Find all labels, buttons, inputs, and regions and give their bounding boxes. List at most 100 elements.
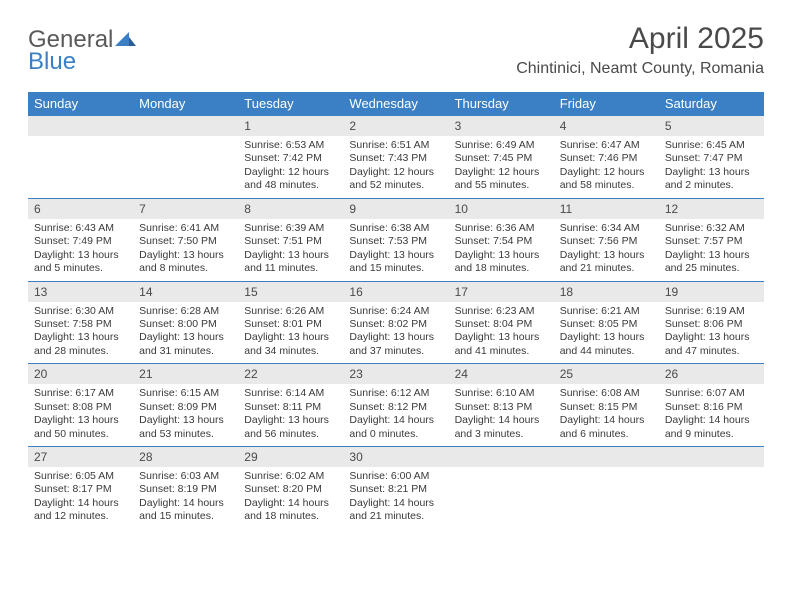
- day-number: 28: [133, 447, 238, 467]
- sunrise-text: Sunrise: 6:19 AM: [665, 305, 758, 318]
- sunrise-text: Sunrise: 6:02 AM: [244, 470, 337, 483]
- calendar-cell: 30Sunrise: 6:00 AMSunset: 8:21 PMDayligh…: [343, 447, 448, 529]
- sunset-text: Sunset: 7:54 PM: [455, 235, 548, 248]
- day-body: Sunrise: 6:15 AMSunset: 8:09 PMDaylight:…: [133, 384, 238, 446]
- day-header: Tuesday: [238, 92, 343, 116]
- day-number: 2: [343, 116, 448, 136]
- day-body: Sunrise: 6:41 AMSunset: 7:50 PMDaylight:…: [133, 219, 238, 281]
- daylight-text: Daylight: 13 hours and 44 minutes.: [560, 331, 653, 358]
- day-number: 8: [238, 199, 343, 219]
- sunset-text: Sunset: 8:13 PM: [455, 401, 548, 414]
- day-number: 3: [449, 116, 554, 136]
- day-number: 10: [449, 199, 554, 219]
- sunrise-text: Sunrise: 6:21 AM: [560, 305, 653, 318]
- day-number: 24: [449, 364, 554, 384]
- sunset-text: Sunset: 8:06 PM: [665, 318, 758, 331]
- calendar-cell: [449, 447, 554, 529]
- day-body: Sunrise: 6:47 AMSunset: 7:46 PMDaylight:…: [554, 136, 659, 198]
- day-body: [449, 467, 554, 523]
- day-number: 11: [554, 199, 659, 219]
- calendar-cell: 6Sunrise: 6:43 AMSunset: 7:49 PMDaylight…: [28, 198, 133, 281]
- day-body: Sunrise: 6:43 AMSunset: 7:49 PMDaylight:…: [28, 219, 133, 281]
- sunset-text: Sunset: 7:42 PM: [244, 152, 337, 165]
- day-number: 19: [659, 282, 764, 302]
- sunset-text: Sunset: 8:04 PM: [455, 318, 548, 331]
- day-body: Sunrise: 6:45 AMSunset: 7:47 PMDaylight:…: [659, 136, 764, 198]
- daylight-text: Daylight: 13 hours and 18 minutes.: [455, 249, 548, 276]
- day-header-row: Sunday Monday Tuesday Wednesday Thursday…: [28, 92, 764, 116]
- sunrise-text: Sunrise: 6:23 AM: [455, 305, 548, 318]
- calendar-week: 27Sunrise: 6:05 AMSunset: 8:17 PMDayligh…: [28, 447, 764, 529]
- sunrise-text: Sunrise: 6:32 AM: [665, 222, 758, 235]
- day-header: Saturday: [659, 92, 764, 116]
- logo-text-blue: Blue: [28, 50, 113, 74]
- sunrise-text: Sunrise: 6:45 AM: [665, 139, 758, 152]
- calendar-cell: 18Sunrise: 6:21 AMSunset: 8:05 PMDayligh…: [554, 281, 659, 364]
- sunset-text: Sunset: 8:12 PM: [349, 401, 442, 414]
- daylight-text: Daylight: 14 hours and 21 minutes.: [349, 497, 442, 524]
- calendar-cell: 27Sunrise: 6:05 AMSunset: 8:17 PMDayligh…: [28, 447, 133, 529]
- calendar-cell: [554, 447, 659, 529]
- daylight-text: Daylight: 13 hours and 37 minutes.: [349, 331, 442, 358]
- calendar-cell: 5Sunrise: 6:45 AMSunset: 7:47 PMDaylight…: [659, 116, 764, 199]
- sunset-text: Sunset: 7:43 PM: [349, 152, 442, 165]
- calendar-cell: 26Sunrise: 6:07 AMSunset: 8:16 PMDayligh…: [659, 364, 764, 447]
- day-number: 1: [238, 116, 343, 136]
- sunrise-text: Sunrise: 6:05 AM: [34, 470, 127, 483]
- calendar-cell: [133, 116, 238, 199]
- sunset-text: Sunset: 8:15 PM: [560, 401, 653, 414]
- calendar-cell: 3Sunrise: 6:49 AMSunset: 7:45 PMDaylight…: [449, 116, 554, 199]
- daylight-text: Daylight: 14 hours and 18 minutes.: [244, 497, 337, 524]
- day-number: 26: [659, 364, 764, 384]
- daylight-text: Daylight: 12 hours and 48 minutes.: [244, 166, 337, 193]
- daylight-text: Daylight: 13 hours and 11 minutes.: [244, 249, 337, 276]
- sunset-text: Sunset: 7:57 PM: [665, 235, 758, 248]
- calendar-cell: 16Sunrise: 6:24 AMSunset: 8:02 PMDayligh…: [343, 281, 448, 364]
- day-number: [554, 447, 659, 467]
- sunrise-text: Sunrise: 6:43 AM: [34, 222, 127, 235]
- daylight-text: Daylight: 13 hours and 47 minutes.: [665, 331, 758, 358]
- calendar-cell: 25Sunrise: 6:08 AMSunset: 8:15 PMDayligh…: [554, 364, 659, 447]
- day-body: Sunrise: 6:03 AMSunset: 8:19 PMDaylight:…: [133, 467, 238, 529]
- sunset-text: Sunset: 7:46 PM: [560, 152, 653, 165]
- calendar-cell: 11Sunrise: 6:34 AMSunset: 7:56 PMDayligh…: [554, 198, 659, 281]
- sunrise-text: Sunrise: 6:14 AM: [244, 387, 337, 400]
- sunrise-text: Sunrise: 6:38 AM: [349, 222, 442, 235]
- sunset-text: Sunset: 8:19 PM: [139, 483, 232, 496]
- daylight-text: Daylight: 12 hours and 52 minutes.: [349, 166, 442, 193]
- sunrise-text: Sunrise: 6:39 AM: [244, 222, 337, 235]
- day-body: Sunrise: 6:53 AMSunset: 7:42 PMDaylight:…: [238, 136, 343, 198]
- sunrise-text: Sunrise: 6:51 AM: [349, 139, 442, 152]
- daylight-text: Daylight: 13 hours and 8 minutes.: [139, 249, 232, 276]
- sunrise-text: Sunrise: 6:47 AM: [560, 139, 653, 152]
- sunset-text: Sunset: 7:51 PM: [244, 235, 337, 248]
- daylight-text: Daylight: 14 hours and 0 minutes.: [349, 414, 442, 441]
- day-number: [28, 116, 133, 136]
- day-number: 20: [28, 364, 133, 384]
- month-title: April 2025: [516, 22, 764, 56]
- day-body: Sunrise: 6:21 AMSunset: 8:05 PMDaylight:…: [554, 302, 659, 364]
- day-body: Sunrise: 6:00 AMSunset: 8:21 PMDaylight:…: [343, 467, 448, 529]
- calendar-cell: 8 Sunrise: 6:39 AMSunset: 7:51 PMDaylight…: [238, 198, 343, 281]
- day-header: Friday: [554, 92, 659, 116]
- daylight-text: Daylight: 13 hours and 2 minutes.: [665, 166, 758, 193]
- day-header: Thursday: [449, 92, 554, 116]
- calendar-week: 6Sunrise: 6:43 AMSunset: 7:49 PMDaylight…: [28, 198, 764, 281]
- calendar-cell: 9Sunrise: 6:38 AMSunset: 7:53 PMDaylight…: [343, 198, 448, 281]
- calendar-cell: [659, 447, 764, 529]
- daylight-text: Daylight: 14 hours and 9 minutes.: [665, 414, 758, 441]
- day-body: Sunrise: 6:07 AMSunset: 8:16 PMDaylight:…: [659, 384, 764, 446]
- sunset-text: Sunset: 7:47 PM: [665, 152, 758, 165]
- day-body: Sunrise: 6:30 AMSunset: 7:58 PMDaylight:…: [28, 302, 133, 364]
- calendar-cell: 4Sunrise: 6:47 AMSunset: 7:46 PMDaylight…: [554, 116, 659, 199]
- sunrise-text: Sunrise: 6:08 AM: [560, 387, 653, 400]
- daylight-text: Daylight: 14 hours and 15 minutes.: [139, 497, 232, 524]
- calendar-cell: 29Sunrise: 6:02 AMSunset: 8:20 PMDayligh…: [238, 447, 343, 529]
- day-body: Sunrise: 6:10 AMSunset: 8:13 PMDaylight:…: [449, 384, 554, 446]
- day-number: [659, 447, 764, 467]
- sunset-text: Sunset: 8:21 PM: [349, 483, 442, 496]
- sunset-text: Sunset: 7:53 PM: [349, 235, 442, 248]
- sunset-text: Sunset: 7:58 PM: [34, 318, 127, 331]
- day-number: [449, 447, 554, 467]
- day-number: 18: [554, 282, 659, 302]
